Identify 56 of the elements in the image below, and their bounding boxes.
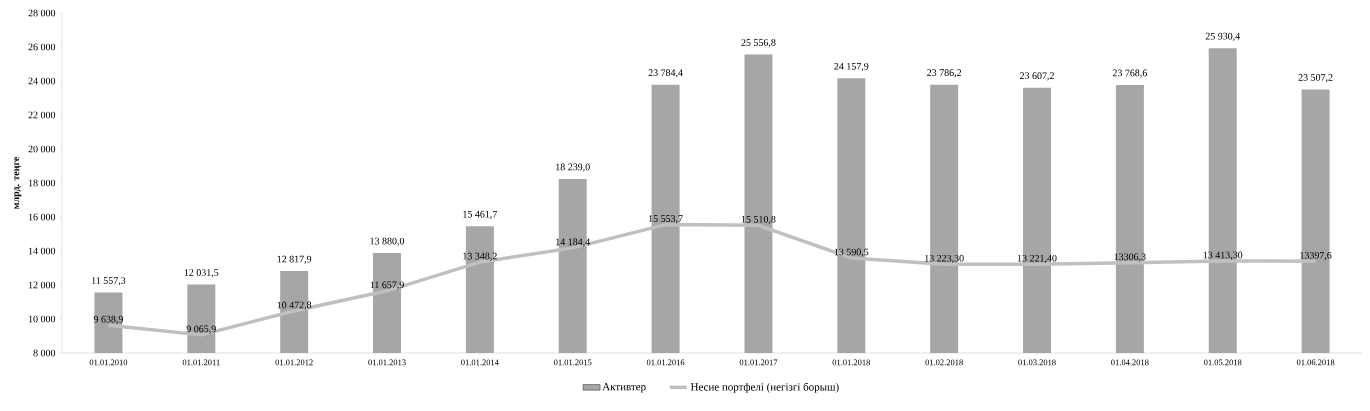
data-label: 24 157,9 bbox=[834, 62, 869, 72]
y-tick-label: 22 000 bbox=[28, 111, 56, 119]
data-label: 9 638,9 bbox=[93, 315, 123, 324]
data-label: 11 657,9 bbox=[370, 281, 404, 290]
data-label: 13397,6 bbox=[1300, 251, 1332, 261]
data-label: 13306,3 bbox=[1114, 253, 1146, 262]
data-label: 18 239,0 bbox=[556, 163, 590, 172]
y-tick-label: 28 000 bbox=[28, 9, 56, 17]
x-tick-label: 01.01.2012 bbox=[275, 359, 313, 366]
data-label: 12 817,9 bbox=[277, 255, 312, 264]
data-label: 23 607,2 bbox=[1020, 72, 1054, 81]
y-tick-label: 26 000 bbox=[28, 43, 56, 51]
y-tick-label: 8 000 bbox=[33, 349, 56, 357]
y-tick-label: 14 000 bbox=[28, 247, 56, 255]
data-label: 13 590,5 bbox=[834, 248, 869, 257]
data-label: 13 221,40 bbox=[1017, 254, 1057, 264]
x-tick-label: 01.01.2014 bbox=[461, 359, 499, 366]
data-label: 13 880,0 bbox=[370, 237, 405, 246]
data-label: 15 553,7 bbox=[649, 215, 683, 224]
data-label: 11 557,3 bbox=[92, 277, 126, 286]
data-label: 25 930,4 bbox=[1205, 32, 1241, 41]
data-label: 14 184,4 bbox=[556, 238, 590, 247]
data-label: 12 031,5 bbox=[184, 269, 219, 278]
data-label: 23 786,2 bbox=[927, 69, 962, 78]
data-label: 9 065,9 bbox=[186, 325, 216, 334]
y-tick-label: 12 000 bbox=[28, 281, 56, 289]
x-tick-label: 01.01.2017 bbox=[739, 359, 778, 366]
data-label: 15 510,8 bbox=[741, 215, 776, 225]
x-tick-label: 01.01.2018 bbox=[832, 359, 871, 366]
x-tick-label: 01.01.2013 bbox=[368, 359, 406, 366]
y-axis-title: млрд. теңге bbox=[14, 157, 22, 209]
y-tick-label: 16 000 bbox=[28, 213, 56, 221]
x-tick-label: 01.01.2015 bbox=[554, 359, 592, 366]
x-tick-label: 01.04.2018 bbox=[1111, 359, 1149, 366]
data-label: 23 507,2 bbox=[1298, 74, 1333, 83]
legend-label: Активтер bbox=[602, 382, 646, 393]
x-tick-label: 01.05.2018 bbox=[1204, 359, 1242, 366]
data-label: 25 556,8 bbox=[741, 39, 776, 48]
x-tick-label: 01.03.2018 bbox=[1018, 359, 1056, 366]
y-tick-label: 24 000 bbox=[28, 77, 56, 85]
y-tick-label: 20 000 bbox=[28, 145, 56, 153]
data-label: 15 461,7 bbox=[463, 210, 498, 219]
x-tick-label: 01.01.2010 bbox=[89, 359, 128, 366]
y-tick-label: 18 000 bbox=[28, 179, 56, 187]
x-tick-label: 01.01.2011 bbox=[182, 359, 220, 366]
x-tick-label: 01.02.2018 bbox=[925, 359, 963, 366]
data-label: 10 472,8 bbox=[277, 301, 312, 310]
data-label: 23 768,6 bbox=[1112, 69, 1148, 78]
data-label: 13 223,30 bbox=[925, 254, 964, 263]
y-tick-label: 10 000 bbox=[28, 315, 56, 323]
data-label: 23 784,4 bbox=[648, 69, 683, 78]
data-label: 13 413,30 bbox=[1203, 251, 1243, 260]
legend-label: Несие портфелі (негізгі борыш) bbox=[690, 382, 839, 393]
data-label: 13 348,2 bbox=[463, 252, 497, 261]
x-tick-label: 01.01.2016 bbox=[646, 359, 685, 366]
x-tick-label: 01.06.2018 bbox=[1296, 359, 1335, 366]
